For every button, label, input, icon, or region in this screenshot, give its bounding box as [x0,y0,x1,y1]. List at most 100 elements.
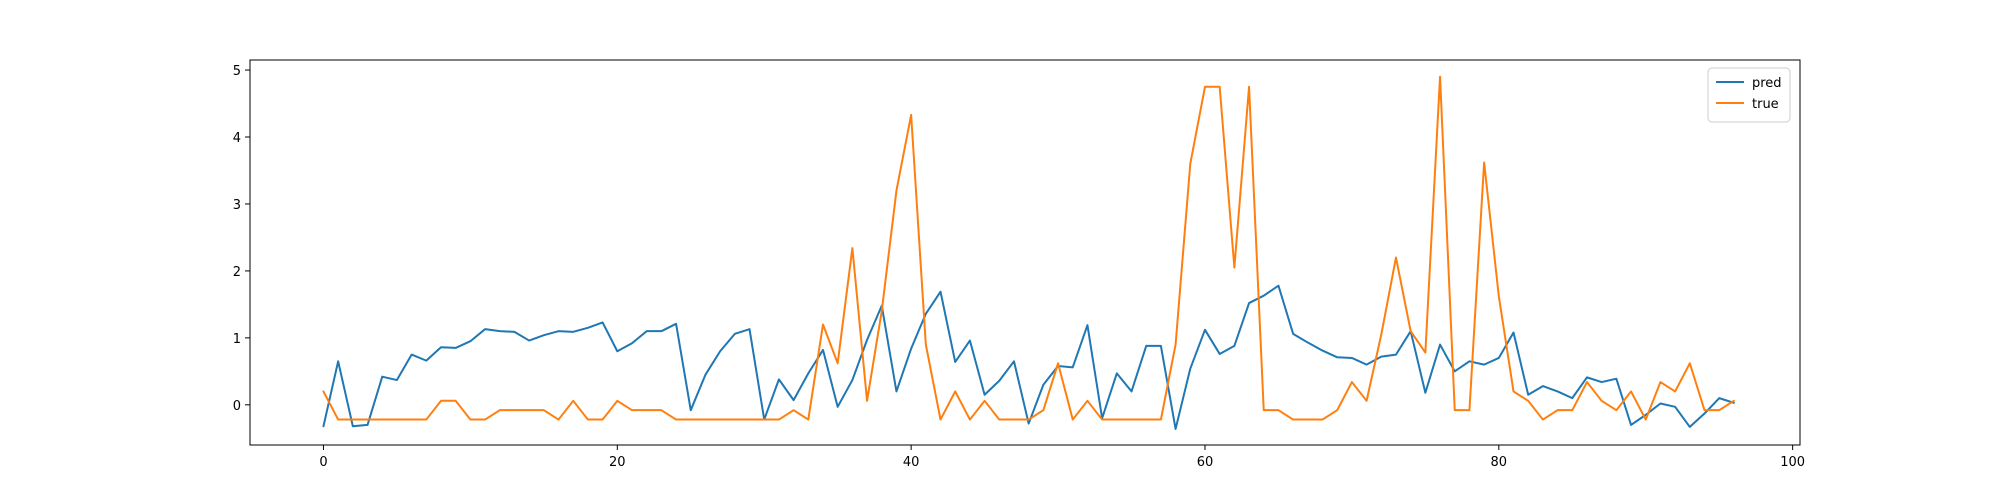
data-point [382,419,383,420]
data-point [470,341,471,342]
x-tick-label: 60 [1197,455,1214,470]
data-point [1704,410,1705,411]
data-point [749,419,750,420]
data-point [705,419,706,420]
data-point [1366,400,1367,401]
data-point [1469,361,1470,362]
data-point [808,373,809,374]
data-point [1351,382,1352,383]
data-point [1381,356,1382,357]
data-point [1175,344,1176,345]
data-point [1219,353,1220,354]
data-point [338,419,339,420]
data-point [764,419,765,420]
data-point [1366,364,1367,365]
data-point [1469,410,1470,411]
data-point [352,426,353,427]
y-tick-label: 1 [233,332,241,347]
x-tick-label: 0 [319,455,327,470]
data-point [352,419,353,420]
data-point [1116,419,1117,420]
data-point [1528,394,1529,395]
data-point [1043,410,1044,411]
data-point [1337,410,1338,411]
data-point [1131,391,1132,392]
data-point [470,419,471,420]
data-point [646,410,647,411]
data-point [1719,410,1720,411]
data-point [1204,329,1205,330]
data-point [441,400,442,401]
data-point [485,329,486,330]
data-point [382,376,383,377]
data-point [1557,410,1558,411]
data-point [1675,391,1676,392]
data-point [602,322,603,323]
data-point [1322,350,1323,351]
data-point [558,419,559,420]
data-point [808,419,809,420]
data-point [1322,419,1323,420]
data-point [999,419,1000,420]
data-point [852,248,853,249]
data-point [837,406,838,407]
data-point [617,351,618,352]
data-point [1440,76,1441,77]
data-point [1733,402,1734,403]
data-point [1425,392,1426,393]
data-point [1043,384,1044,385]
data-point [1381,334,1382,335]
data-point [411,354,412,355]
data-point [1513,391,1514,392]
legend-label-true: true [1752,97,1779,112]
series-line-pred [322,284,1735,430]
data-point [1631,424,1632,425]
plot-frame [249,59,1801,446]
data-point [1395,257,1396,258]
x-axis: 0 20 40 60 80 100 [319,445,1805,470]
data-point [1219,86,1220,87]
data-point [558,331,559,332]
data-point [984,394,985,395]
data-point [1675,406,1676,407]
data-point [999,380,1000,381]
data-point [1410,331,1411,332]
data-point [778,419,779,420]
data-point [631,343,632,344]
data-point [1689,426,1690,427]
data-point [1307,342,1308,343]
y-tick-label: 3 [233,198,241,213]
data-point [1116,373,1117,374]
data-point [940,291,941,292]
data-point [1660,403,1661,404]
data-point [1058,363,1059,364]
data-point [867,339,868,340]
y-tick-label: 4 [233,131,241,146]
data-point [1704,413,1705,414]
data-point [1028,423,1029,424]
data-point [881,311,882,312]
data-point [1733,400,1734,401]
data-point [396,419,397,420]
data-point [1249,86,1250,87]
data-point [705,374,706,375]
data-point [676,419,677,420]
data-point [1131,419,1132,420]
data-point [529,340,530,341]
data-point [1087,400,1088,401]
data-point [1586,382,1587,383]
data-point [1160,345,1161,346]
data-point [1204,86,1205,87]
data-point [1263,410,1264,411]
data-point [1102,419,1103,420]
data-point [1146,419,1147,420]
x-tick-label: 20 [609,455,626,470]
data-point [1498,296,1499,297]
data-point [338,361,339,362]
data-point [1719,398,1720,399]
data-point [1278,410,1279,411]
data-point [543,410,544,411]
data-point [1146,345,1147,346]
data-point [1572,410,1573,411]
